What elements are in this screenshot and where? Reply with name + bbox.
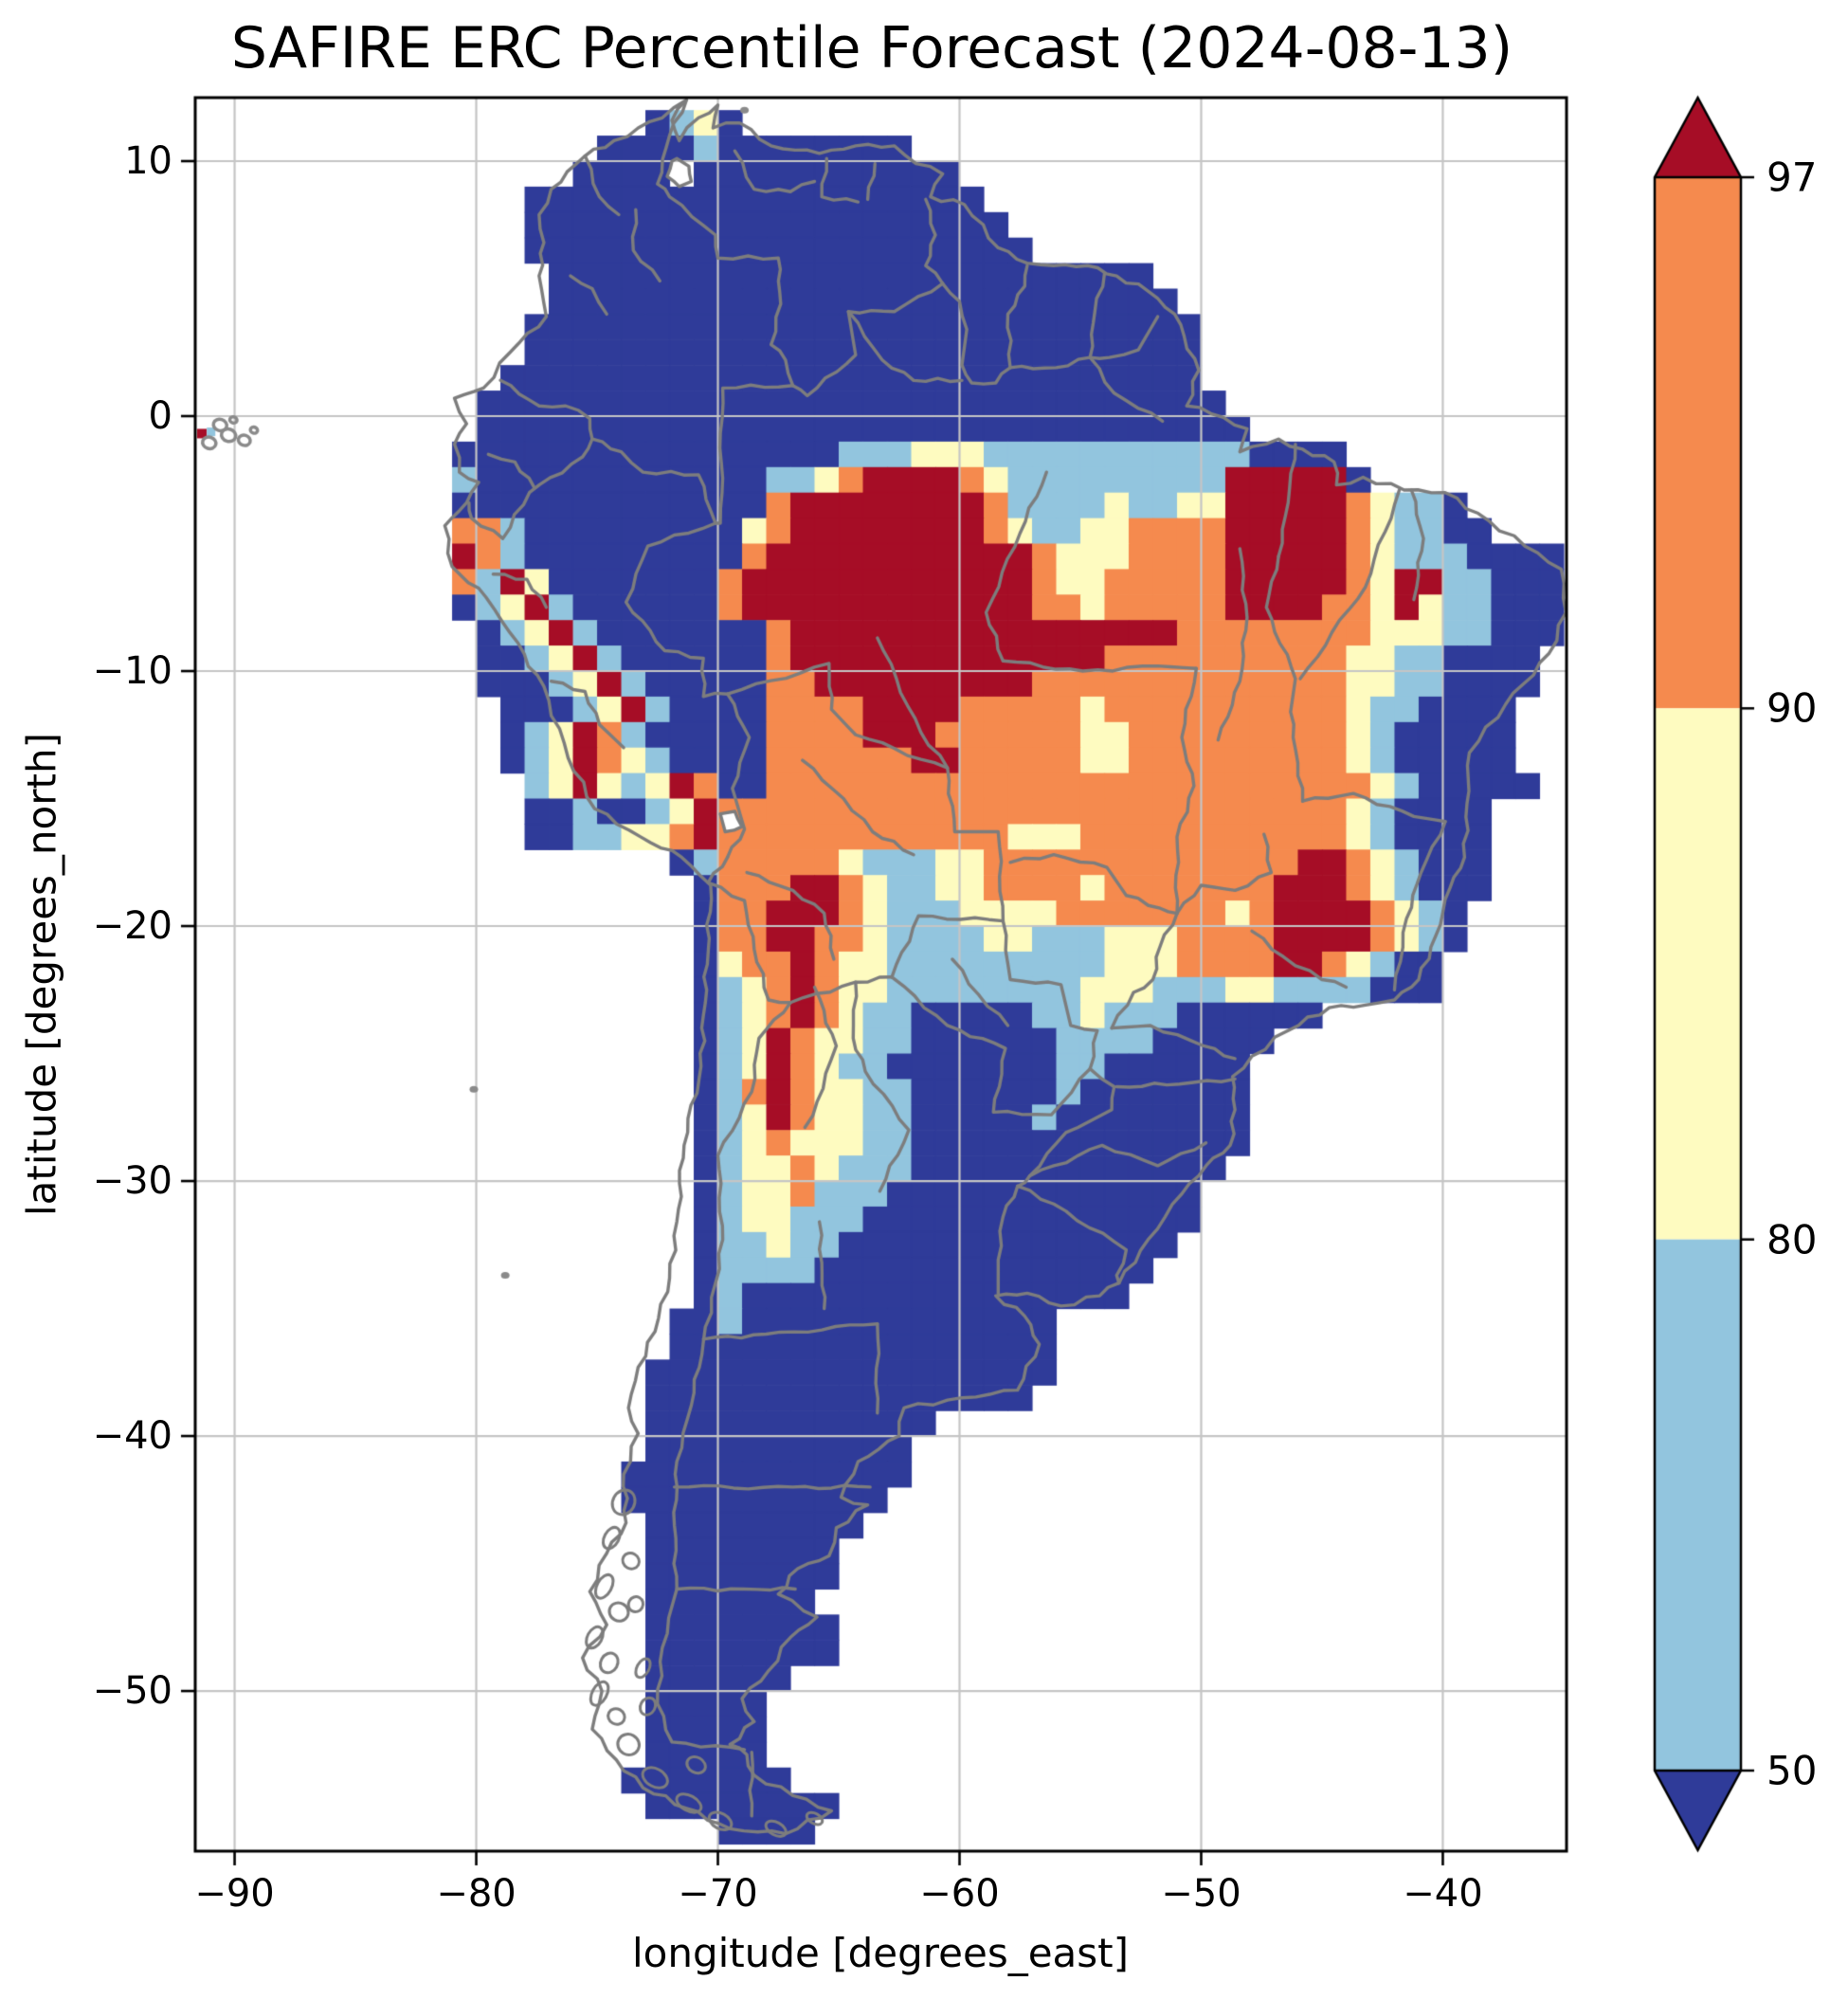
colorbar-tick-label: 97 — [1766, 154, 1818, 201]
x-tick-label: −40 — [1403, 1872, 1483, 1916]
y-tick-label: 0 — [148, 393, 172, 438]
x-tick-label: −60 — [919, 1872, 1000, 1916]
x-axis-label: longitude [degrees_east] — [631, 1930, 1130, 1976]
y-tick-label: −10 — [92, 649, 172, 693]
colorbar-tick-label: 90 — [1766, 684, 1818, 732]
y-tick-label: −50 — [92, 1669, 172, 1714]
x-tick-label: −90 — [194, 1872, 275, 1916]
y-tick-label: −20 — [92, 904, 172, 949]
y-axis-label: latitude [degrees_north] — [18, 733, 65, 1216]
colorbar-tick-label: 80 — [1766, 1216, 1818, 1263]
y-tick-label: −30 — [92, 1159, 172, 1204]
x-tick-label: −80 — [436, 1872, 516, 1916]
x-tick-label: −70 — [678, 1872, 758, 1916]
y-tick-label: −40 — [92, 1414, 172, 1459]
chart-title: SAFIRE ERC Percentile Forecast (2024-08-… — [230, 15, 1513, 82]
colorbar-tick-label: 50 — [1766, 1747, 1818, 1794]
x-tick-label: −50 — [1161, 1872, 1241, 1916]
y-tick-label: 10 — [124, 138, 172, 183]
